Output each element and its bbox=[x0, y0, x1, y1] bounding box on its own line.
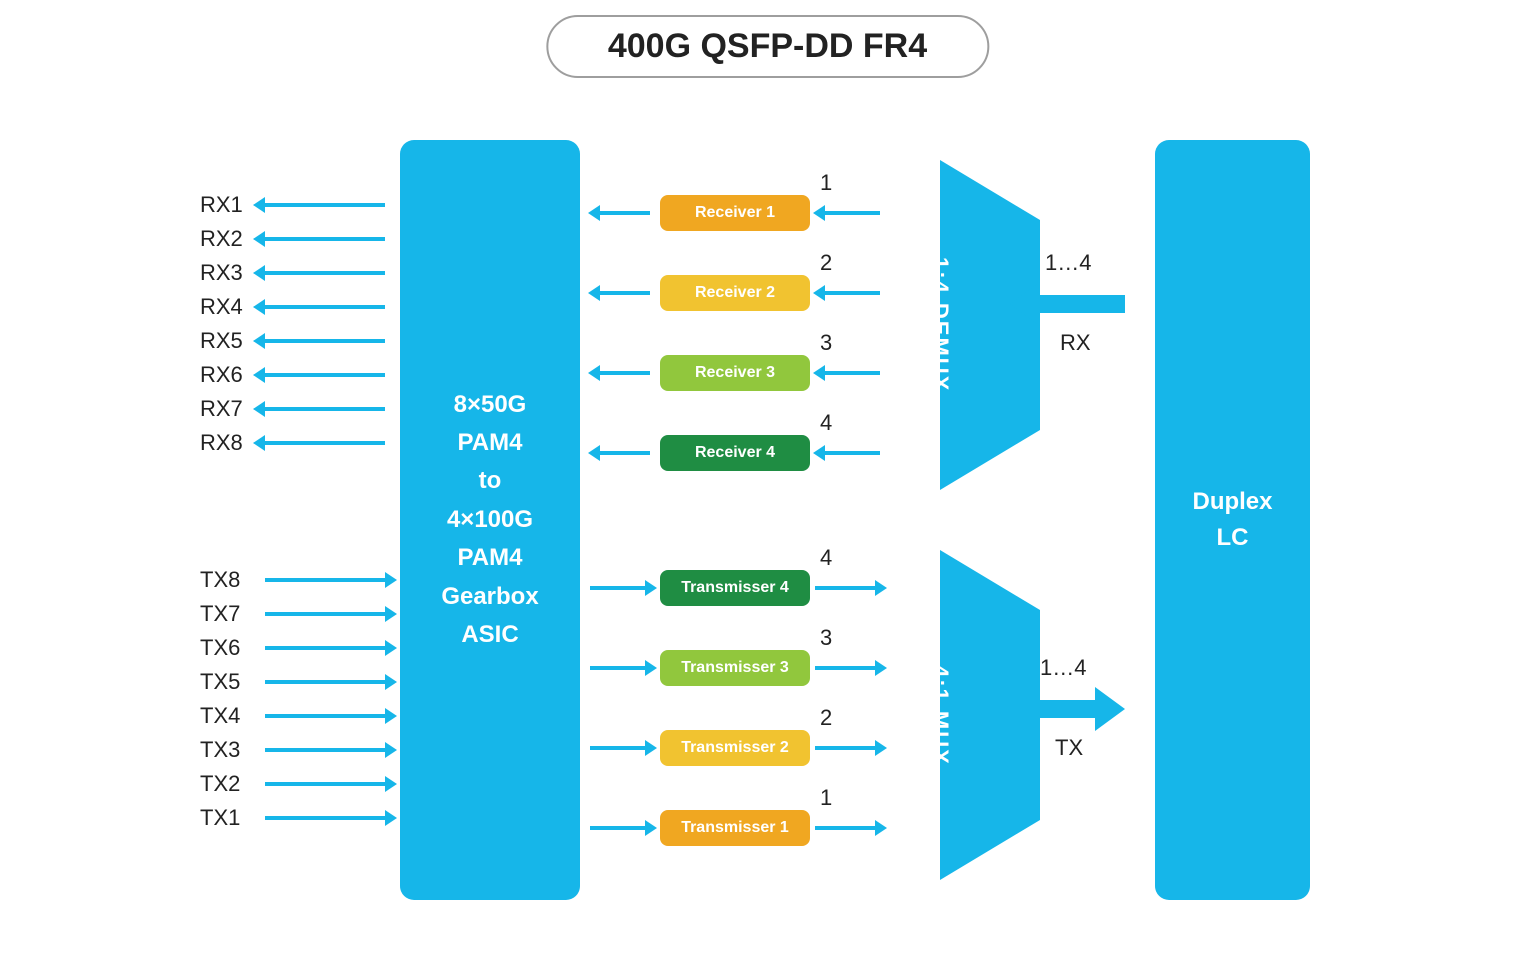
receiver-4: Receiver 4 bbox=[660, 435, 810, 471]
rx-out-arrow-8 bbox=[265, 441, 385, 445]
tx-label-4: TX5 bbox=[200, 665, 260, 699]
recv-to-asic-3 bbox=[600, 371, 650, 375]
tx-big-arrow bbox=[1010, 700, 1095, 718]
receiver-num-4: 4 bbox=[820, 410, 832, 436]
rx-label-7: RX7 bbox=[200, 392, 260, 426]
recv-to-asic-2 bbox=[600, 291, 650, 295]
rx-label-3: RX3 bbox=[200, 256, 260, 290]
trans-to-mux-4 bbox=[815, 826, 875, 830]
tx-label-8: TX1 bbox=[200, 801, 260, 835]
demux-to-recv-1 bbox=[825, 211, 880, 215]
receiver-num-1: 1 bbox=[820, 170, 832, 196]
tx-label-2: TX7 bbox=[200, 597, 260, 631]
rx-out-arrow-3 bbox=[265, 271, 385, 275]
rx-out-arrow-7 bbox=[265, 407, 385, 411]
tx-in-arrow-3 bbox=[265, 646, 385, 650]
tx-label-7: TX2 bbox=[200, 767, 260, 801]
receiver-1: Receiver 1 bbox=[660, 195, 810, 231]
receiver-3: Receiver 3 bbox=[660, 355, 810, 391]
trans-to-mux-2 bbox=[815, 666, 875, 670]
receiver-num-2: 2 bbox=[820, 250, 832, 276]
transmitter-3: Transmisser 2 bbox=[660, 730, 810, 766]
tx-in-arrow-6 bbox=[265, 748, 385, 752]
tx-in-arrow-8 bbox=[265, 816, 385, 820]
trans-to-mux-3 bbox=[815, 746, 875, 750]
tx-labels: TX8TX7TX6TX5TX4TX3TX2TX1 bbox=[200, 563, 260, 835]
recv-to-asic-1 bbox=[600, 211, 650, 215]
rx-out-arrow-4 bbox=[265, 305, 385, 309]
asic-to-trans-3 bbox=[590, 746, 645, 750]
rx-out-arrow-5 bbox=[265, 339, 385, 343]
tx-in-arrow-2 bbox=[265, 612, 385, 616]
asic-to-trans-2 bbox=[590, 666, 645, 670]
demux-label: 1:4 DEMUX bbox=[927, 257, 953, 392]
tx-in-arrow-5 bbox=[265, 714, 385, 718]
rx-label-8: RX8 bbox=[200, 426, 260, 460]
rx-big-arrow bbox=[1040, 295, 1125, 313]
transmitter-4: Transmisser 1 bbox=[660, 810, 810, 846]
trans-to-mux-1 bbox=[815, 586, 875, 590]
rx-range-label: 1…4 bbox=[1045, 250, 1091, 276]
mux-label: 4:1 MUX bbox=[927, 665, 953, 766]
recv-to-asic-4 bbox=[600, 451, 650, 455]
rx-out-arrow-1 bbox=[265, 203, 385, 207]
asic-to-trans-1 bbox=[590, 586, 645, 590]
rx-labels: RX1RX2RX3RX4RX5RX6RX7RX8 bbox=[200, 188, 260, 460]
receiver-num-3: 3 bbox=[820, 330, 832, 356]
title: 400G QSFP-DD FR4 bbox=[546, 15, 989, 78]
transmitter-num-1: 4 bbox=[820, 545, 832, 571]
asic-to-trans-4 bbox=[590, 826, 645, 830]
rx-label-2: RX2 bbox=[200, 222, 260, 256]
tx-dir-label: TX bbox=[1055, 735, 1083, 761]
asic-block: 8×50GPAM4to4×100GPAM4GearboxASIC bbox=[400, 140, 580, 900]
duplex-block: DuplexLC bbox=[1155, 140, 1310, 900]
demux-to-recv-2 bbox=[825, 291, 880, 295]
tx-label-5: TX4 bbox=[200, 699, 260, 733]
rx-out-arrow-6 bbox=[265, 373, 385, 377]
tx-label-3: TX6 bbox=[200, 631, 260, 665]
tx-in-arrow-7 bbox=[265, 782, 385, 786]
rx-dir-label: RX bbox=[1060, 330, 1091, 356]
tx-label-1: TX8 bbox=[200, 563, 260, 597]
transmitter-num-3: 2 bbox=[820, 705, 832, 731]
transmitter-num-4: 1 bbox=[820, 785, 832, 811]
tx-in-arrow-1 bbox=[265, 578, 385, 582]
demux-block: 1:4 DEMUX bbox=[890, 160, 990, 490]
mux-block: 4:1 MUX bbox=[890, 550, 990, 880]
rx-label-6: RX6 bbox=[200, 358, 260, 392]
rx-label-4: RX4 bbox=[200, 290, 260, 324]
rx-out-arrow-2 bbox=[265, 237, 385, 241]
tx-range-label: 1…4 bbox=[1040, 655, 1086, 681]
transmitter-num-2: 3 bbox=[820, 625, 832, 651]
tx-label-6: TX3 bbox=[200, 733, 260, 767]
transmitter-2: Transmisser 3 bbox=[660, 650, 810, 686]
demux-to-recv-4 bbox=[825, 451, 880, 455]
rx-label-5: RX5 bbox=[200, 324, 260, 358]
receiver-2: Receiver 2 bbox=[660, 275, 810, 311]
demux-to-recv-3 bbox=[825, 371, 880, 375]
rx-label-1: RX1 bbox=[200, 188, 260, 222]
transmitter-1: Transmisser 4 bbox=[660, 570, 810, 606]
tx-in-arrow-4 bbox=[265, 680, 385, 684]
